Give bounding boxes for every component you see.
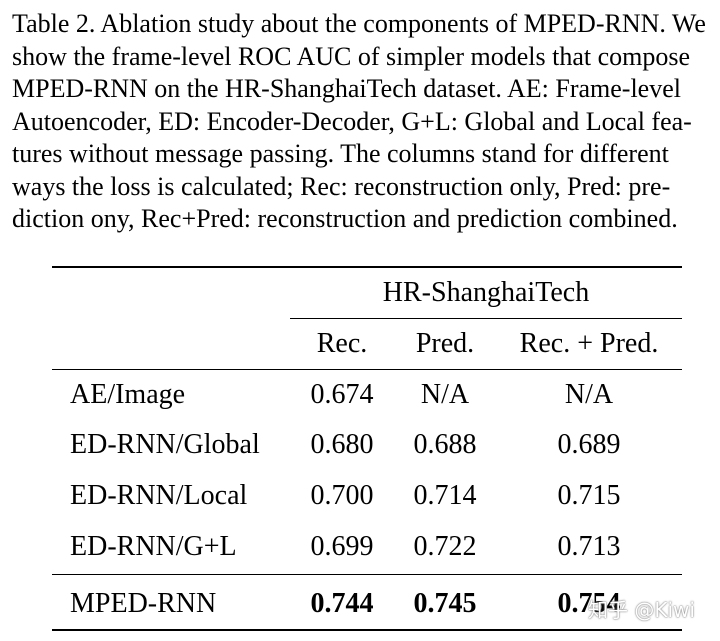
row-label: MPED-RNN xyxy=(70,588,217,619)
value-rec-pred: 0.713 xyxy=(557,531,621,562)
value-rec-pred: N/A xyxy=(564,379,614,410)
watermark: 知乎 @Kiwi xyxy=(588,598,695,622)
column-header-rec: Rec. xyxy=(316,328,368,359)
row-label: AE/Image xyxy=(70,379,186,410)
value-rec-pred: 0.715 xyxy=(557,480,621,511)
value-pred: 0.722 xyxy=(413,531,477,562)
caption-line: MPED-RNN on the HR-ShanghaiTech dataset.… xyxy=(12,74,681,103)
caption-line: Table 2. Ablation study about the compon… xyxy=(12,9,706,38)
row-label: ED-RNN/Local xyxy=(70,480,248,511)
table-caption: Table 2. Ablation study about the compon… xyxy=(12,8,720,236)
value-rec-pred: 0.689 xyxy=(557,429,621,460)
row-label: ED-RNN/Global xyxy=(70,429,260,460)
caption-line: diction ony, Rec+Pred: reconstruction an… xyxy=(12,204,678,233)
value-rec: 0.699 xyxy=(310,531,374,562)
top-rule xyxy=(52,266,682,268)
caption-line: show the frame-level ROC AUC of simpler … xyxy=(12,41,691,71)
row-label: ED-RNN/G+L xyxy=(70,531,237,562)
dataset-header: HR-ShanghaiTech xyxy=(382,277,590,308)
value-rec: 0.680 xyxy=(310,429,374,460)
header-rule xyxy=(52,369,682,370)
value-rec: 0.674 xyxy=(310,379,374,410)
value-pred: 0.714 xyxy=(413,480,477,511)
mid-rule xyxy=(52,574,682,575)
value-rec-pred: 0.754 xyxy=(557,588,621,619)
column-header-rec-pred: Rec. + Pred. xyxy=(519,328,659,359)
dataset-rule xyxy=(290,318,682,319)
value-pred: N/A xyxy=(420,379,470,410)
bottom-rule xyxy=(52,629,682,631)
value-pred: 0.688 xyxy=(413,429,477,460)
column-header-pred: Pred. xyxy=(415,328,475,359)
caption-line: Autoencoder, ED: Encoder-Decoder, G+L: G… xyxy=(12,106,692,136)
caption-line: ways the loss is calculated; Rec: recons… xyxy=(12,171,671,201)
value-pred: 0.745 xyxy=(413,588,477,619)
value-rec: 0.700 xyxy=(310,480,374,511)
caption-line: tures without message passing. The colum… xyxy=(12,139,669,168)
value-rec: 0.744 xyxy=(310,588,374,619)
